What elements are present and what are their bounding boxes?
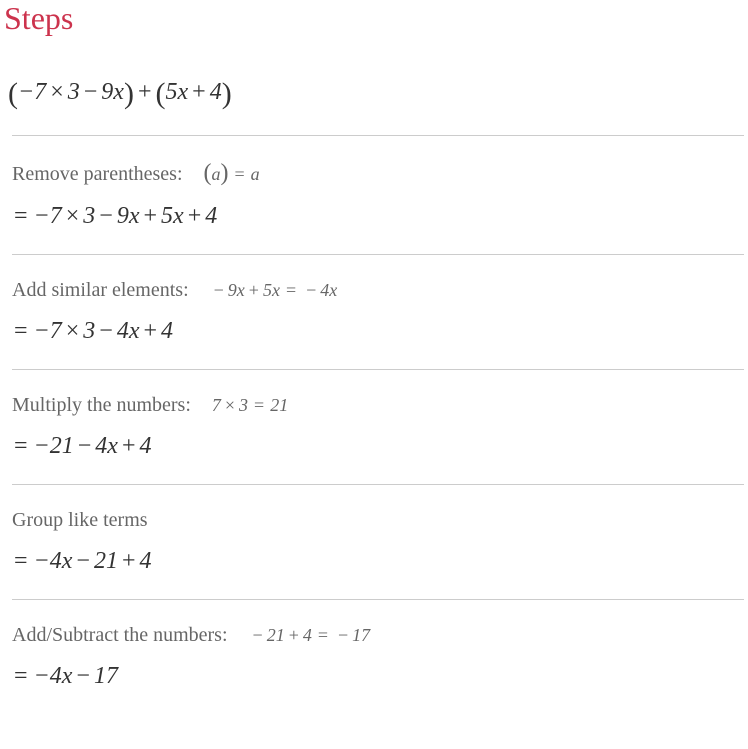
divider bbox=[12, 254, 744, 255]
step-label: Multiply the numbers: 7×3=21 bbox=[12, 394, 744, 417]
step-hint: (a)=a bbox=[204, 164, 260, 184]
divider bbox=[12, 599, 744, 600]
step-label: Add/Subtract the numbers: −21+4=−17 bbox=[12, 624, 744, 647]
divider bbox=[12, 369, 744, 370]
divider bbox=[12, 135, 744, 136]
step-label: Add similar elements: −9x+5x=−4x bbox=[12, 279, 744, 302]
page-title: Steps bbox=[4, 0, 744, 37]
divider bbox=[12, 484, 744, 485]
step-label: Group like terms bbox=[12, 509, 744, 532]
step-label: Remove parentheses: (a)=a bbox=[12, 160, 744, 187]
step-result: =−4x−17 bbox=[4, 663, 744, 690]
step-result: =−7×3−4x+4 bbox=[4, 318, 744, 345]
step-hint: 7×3=21 bbox=[212, 395, 288, 415]
step-result: =−21−4x+4 bbox=[4, 433, 744, 460]
initial-expression: (−7×3−9x)+(5x+4) bbox=[4, 77, 744, 111]
step-hint: −21+4=−17 bbox=[249, 625, 371, 645]
step-hint: −9x+5x=−4x bbox=[210, 280, 338, 300]
step-result: =−7×3−9x+5x+4 bbox=[4, 203, 744, 230]
step-result: =−4x−21+4 bbox=[4, 548, 744, 575]
